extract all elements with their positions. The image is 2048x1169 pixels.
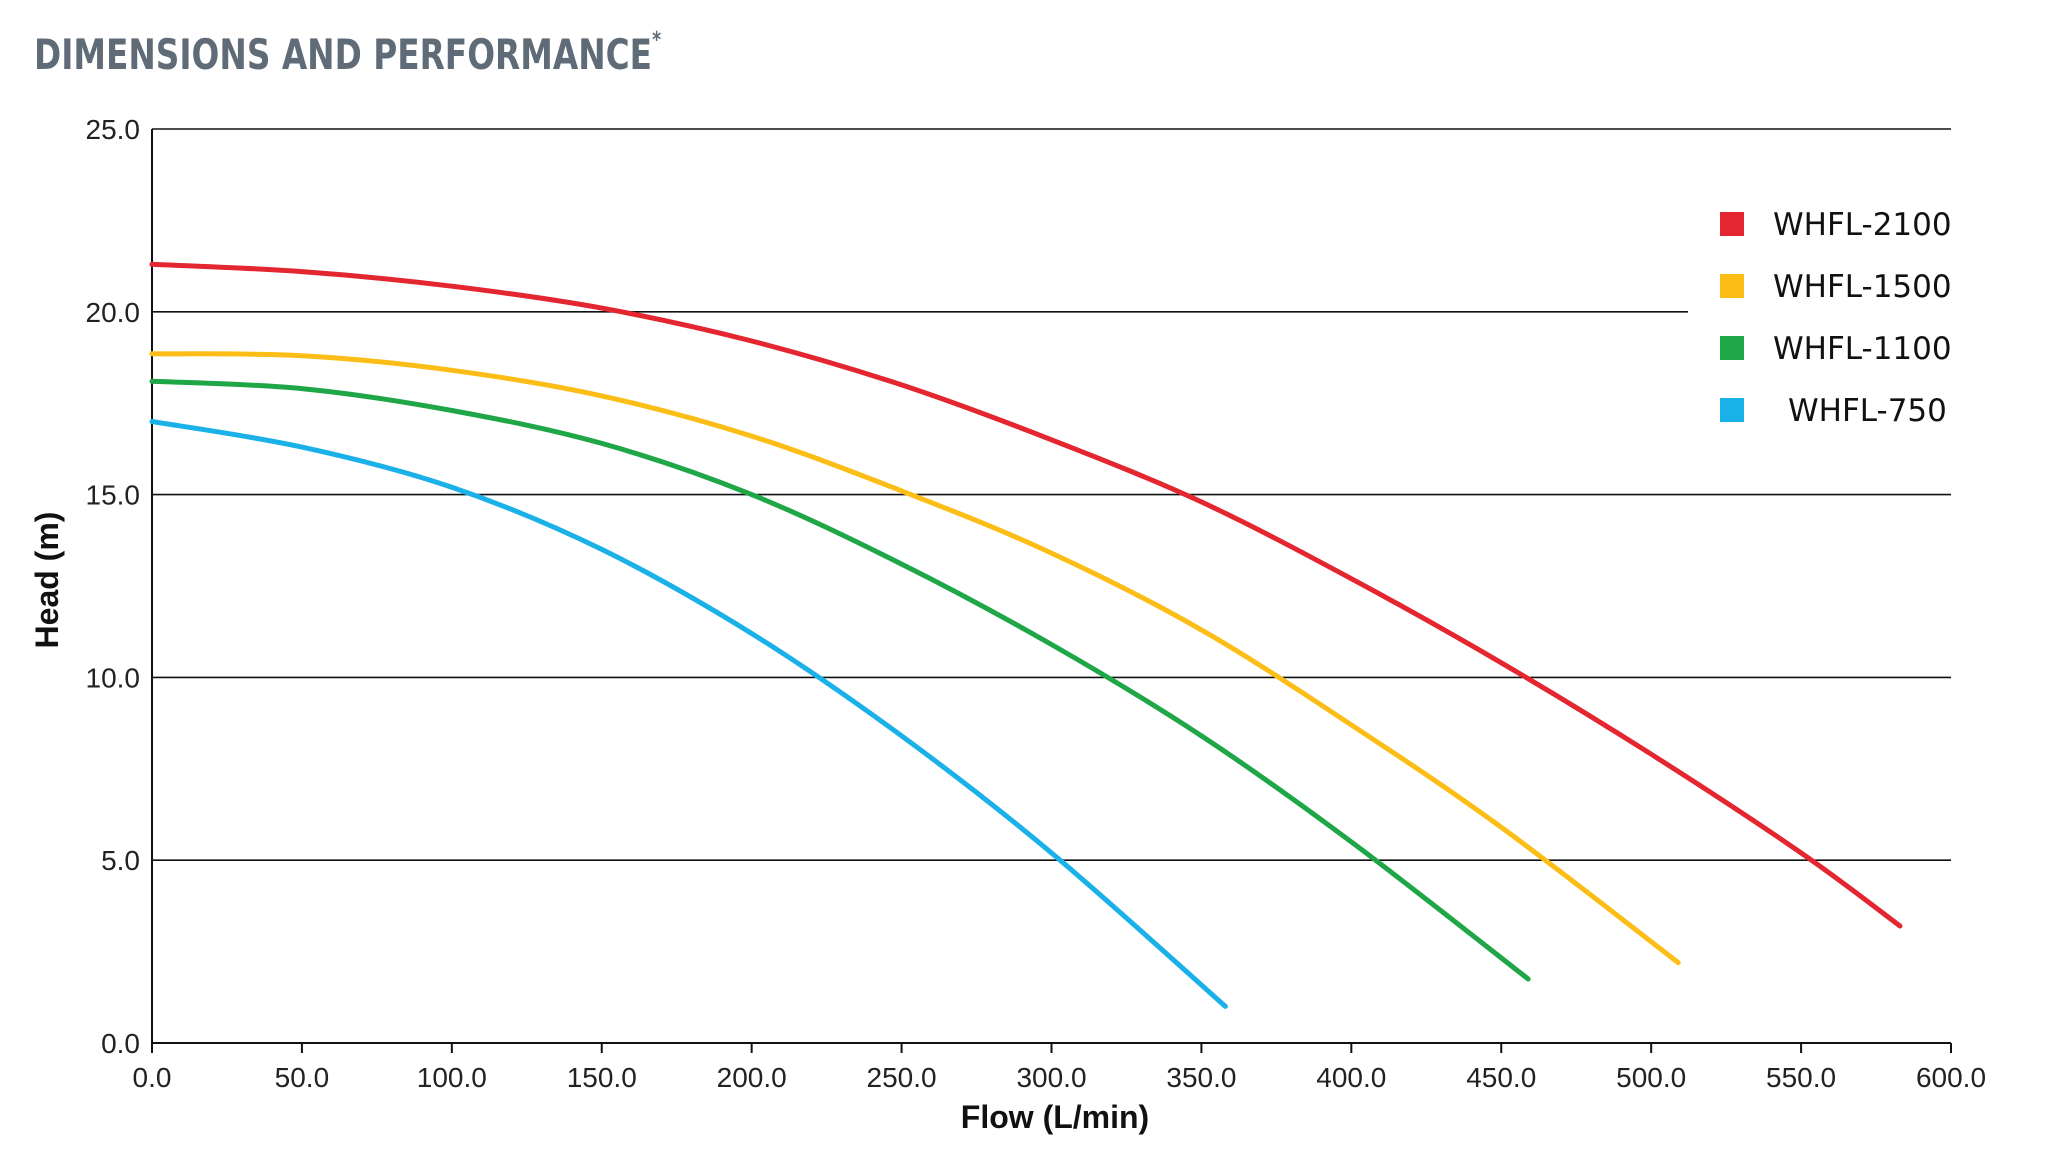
x-tick-label: 50.0 xyxy=(275,1062,330,1093)
legend-swatch xyxy=(1720,398,1744,422)
legend-label: WHFL-1100 xyxy=(1773,331,1952,367)
legend-label: WHFL-750 xyxy=(1788,393,1947,429)
y-axis-title: Head (m) xyxy=(29,512,65,649)
x-tick-label: 350.0 xyxy=(1166,1062,1236,1093)
x-tick-label: 300.0 xyxy=(1016,1062,1086,1093)
x-tick-label: 150.0 xyxy=(567,1062,637,1093)
heading-text: DIMENSIONS AND PERFORMANCE xyxy=(34,30,653,79)
y-tick-labels: 0.0 5.0 10.0 15.0 20.0 25.0 xyxy=(86,114,141,1059)
y-tick-label: 10.0 xyxy=(86,662,141,693)
legend: WHFL-2100 WHFL-1500 WHFL-1100 WHFL-750 xyxy=(1720,207,1952,429)
x-tick-label: 500.0 xyxy=(1616,1062,1686,1093)
x-tick-label: 250.0 xyxy=(867,1062,937,1093)
x-tick-label: 100.0 xyxy=(417,1062,487,1093)
x-tick-labels: 0.0 50.0 100.0 150.0 200.0 250.0 300.0 350.0 400… xyxy=(133,1062,1987,1093)
x-tick-label: 400.0 xyxy=(1316,1062,1386,1093)
grid-lines xyxy=(152,128,1951,862)
x-tick-label: 450.0 xyxy=(1466,1062,1536,1093)
series-line-whfl-2100 xyxy=(149,261,1903,929)
x-tick-label: 600.0 xyxy=(1916,1062,1986,1093)
x-axis-title: Flow (L/min) xyxy=(961,1099,1149,1135)
heading-asterisk: * xyxy=(652,28,662,53)
legend-swatch xyxy=(1720,336,1744,360)
y-tick-label: 25.0 xyxy=(86,114,141,145)
axes xyxy=(151,129,1952,1053)
x-tick-label: 200.0 xyxy=(717,1062,787,1093)
series-line-whfl-1500 xyxy=(149,351,1681,966)
legend-swatch xyxy=(1720,274,1744,298)
page-heading: DIMENSIONS AND PERFORMANCE* xyxy=(34,28,662,79)
y-tick-label: 5.0 xyxy=(101,845,140,876)
x-tick-label: 0.0 xyxy=(133,1062,172,1093)
legend-label: WHFL-1500 xyxy=(1773,269,1952,305)
y-tick-label: 20.0 xyxy=(86,297,141,328)
legend-label: WHFL-2100 xyxy=(1773,207,1952,243)
y-tick-label: 0.0 xyxy=(101,1028,140,1059)
y-tick-label: 15.0 xyxy=(86,480,141,511)
legend-swatch xyxy=(1720,212,1744,236)
series-curves xyxy=(149,261,1903,1009)
x-tick-label: 550.0 xyxy=(1766,1062,1836,1093)
series-line-whfl-750 xyxy=(149,419,1228,1009)
series-line-whfl-1100 xyxy=(149,378,1531,982)
